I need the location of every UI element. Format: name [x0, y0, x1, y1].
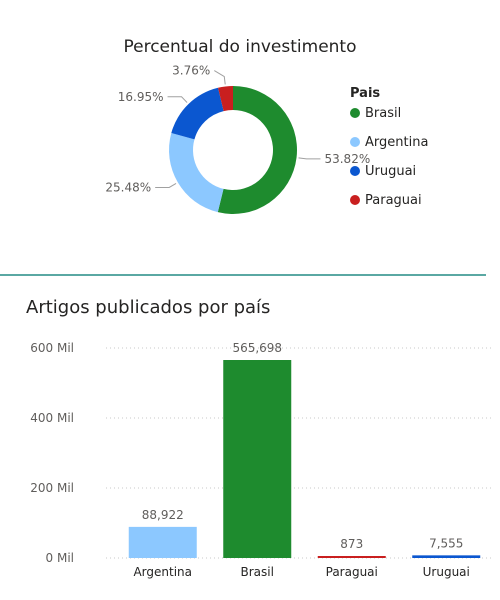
panel-divider — [0, 274, 486, 276]
legend-item-uruguai[interactable]: Uruguai — [365, 164, 416, 179]
donut-leader-paraguai — [214, 70, 226, 85]
x-tick-label-argentina: Argentina — [133, 565, 192, 579]
bar-argentina[interactable] — [128, 526, 197, 558]
legend-marker-brasil[interactable] — [350, 108, 360, 118]
x-tick-label-paraguai: Paraguai — [326, 565, 378, 579]
bar-chart: 0 Mil 200 Mil 400 Mil 600 Mil 88,922 Argentin… — [30, 341, 494, 579]
bar-chart-panel: Artigos publicados por país 0 Mil 200 Mil… — [0, 278, 500, 600]
bar-value-label-paraguai: 873 — [340, 537, 363, 551]
y-tick-label: 600 Mil — [30, 341, 74, 355]
legend-item-paraguai[interactable]: Paraguai — [365, 193, 422, 208]
bar-value-label-brasil: 565,698 — [232, 341, 282, 355]
donut-chart: 53.82% 25.48% 16.95% 3.76% Pais Brasil Argenti… — [105, 64, 428, 214]
donut-chart-title: Percentual do investimento — [123, 37, 357, 57]
legend-title: Pais — [350, 86, 380, 101]
legend-marker-uruguai[interactable] — [350, 166, 360, 176]
legend-item-argentina[interactable]: Argentina — [365, 135, 428, 150]
bar-value-label-argentina: 88,922 — [142, 508, 184, 522]
bar-paraguai[interactable] — [317, 556, 386, 558]
donut-leader-argentina — [155, 182, 177, 188]
bar-uruguai[interactable] — [412, 555, 481, 558]
donut-slice-argentina[interactable] — [169, 132, 224, 213]
bar-chart-title: Artigos publicados por país — [26, 297, 271, 318]
x-tick-label-brasil: Brasil — [241, 565, 274, 579]
legend-marker-paraguai[interactable] — [350, 195, 360, 205]
donut-slice-uruguai[interactable] — [171, 87, 224, 140]
donut-chart-panel: Percentual do investimento 53.82% 25.48% 1… — [0, 0, 500, 272]
y-tick-label: 0 Mil — [46, 551, 74, 565]
legend-item-brasil[interactable]: Brasil — [365, 106, 401, 121]
donut-leader-uruguai — [167, 96, 188, 103]
y-tick-label: 200 Mil — [30, 481, 74, 495]
bar-brasil[interactable] — [223, 360, 292, 558]
donut-slice-brasil[interactable] — [217, 86, 298, 214]
donut-leader-brasil — [298, 157, 321, 160]
donut-label-brasil: 53.82% — [324, 152, 370, 166]
donut-label-uruguai: 16.95% — [118, 90, 164, 104]
donut-label-paraguai: 3.76% — [172, 64, 210, 78]
legend-marker-argentina[interactable] — [350, 137, 360, 147]
x-tick-label-uruguai: Uruguai — [423, 565, 470, 579]
bar-value-label-uruguai: 7,555 — [429, 536, 463, 550]
donut-label-argentina: 25.48% — [105, 180, 151, 194]
donut-slice-paraguai[interactable] — [218, 86, 233, 112]
y-tick-label: 400 Mil — [30, 411, 74, 425]
